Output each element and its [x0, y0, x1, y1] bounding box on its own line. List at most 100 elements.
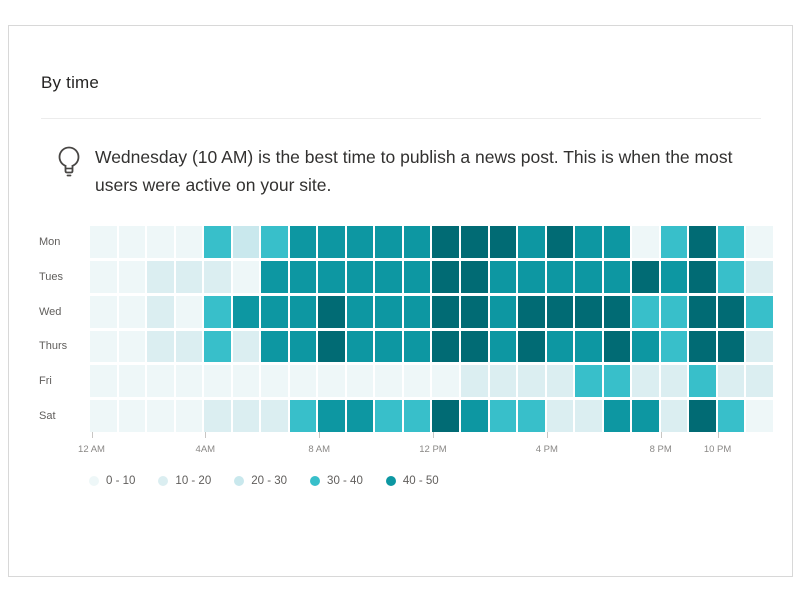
heatmap-grid	[90, 226, 773, 432]
heatmap-cell	[147, 226, 174, 258]
heatmap-cell	[518, 295, 545, 328]
heatmap-cell	[546, 400, 574, 432]
heatmap-cell	[689, 400, 716, 432]
heatmap-cell	[603, 365, 631, 398]
heatmap-cell	[232, 226, 260, 258]
heatmap-cell	[575, 330, 602, 363]
heatmap-cell	[147, 400, 174, 432]
heatmap-cell	[461, 365, 488, 398]
heatmap-cell	[575, 226, 602, 258]
heatmap-cell	[546, 260, 574, 293]
heatmap-cell	[232, 295, 260, 328]
heatmap-cell	[689, 226, 716, 258]
heatmap-cell	[289, 330, 317, 363]
heatmap-cell	[175, 330, 203, 363]
heatmap-cell	[575, 295, 602, 328]
heatmap-cell	[717, 260, 745, 293]
heatmap-cell	[375, 400, 402, 432]
heatmap-cell	[489, 330, 517, 363]
heatmap-cell	[204, 400, 231, 432]
heatmap-cell	[746, 260, 773, 293]
heatmap-cell	[575, 365, 602, 398]
heatmap-cell	[603, 295, 631, 328]
heatmap-cell	[118, 295, 146, 328]
heatmap-cell	[461, 295, 488, 328]
heatmap-cell	[346, 226, 374, 258]
heatmap-cell	[461, 330, 488, 363]
heatmap-cell	[90, 226, 117, 258]
heatmap-cell	[118, 400, 146, 432]
heatmap-cell	[518, 330, 545, 363]
heatmap-cell	[689, 365, 716, 398]
heatmap-cell	[261, 295, 288, 328]
heatmap-cell	[232, 260, 260, 293]
heatmap-cell	[375, 330, 402, 363]
heatmap-cell	[603, 400, 631, 432]
axis-tick	[433, 432, 434, 438]
heatmap-cell	[147, 330, 174, 363]
heatmap-cell	[746, 400, 773, 432]
heatmap-cell	[403, 365, 431, 398]
row-label: Mon	[39, 235, 61, 248]
heatmap-cell	[632, 330, 659, 363]
heatmap-cell	[261, 330, 288, 363]
heatmap-cell	[746, 295, 773, 328]
heatmap-cell	[204, 295, 231, 328]
heatmap-cell	[175, 226, 203, 258]
legend-dot	[158, 476, 169, 486]
insight-banner: Wednesday (10 AM) is the best time to pu…	[56, 143, 763, 199]
heatmap-cell	[717, 400, 745, 432]
divider	[41, 118, 761, 119]
axis-tick	[91, 432, 93, 438]
heatmap-cell	[461, 260, 488, 293]
legend-dot	[385, 476, 396, 486]
legend-label: 20 - 30	[251, 475, 288, 487]
axis-tick-label: 4 PM	[535, 444, 558, 455]
heatmap-legend: 0 - 10 10 - 20 20 - 30 30 - 40 40 - 50	[89, 475, 462, 487]
heatmap-cell	[346, 400, 374, 432]
heatmap-cell	[289, 226, 317, 258]
heatmap-cell	[289, 400, 317, 432]
heatmap-cell	[90, 400, 117, 432]
heatmap-cell	[660, 365, 688, 398]
heatmap-cell	[518, 260, 545, 293]
legend-item: 0 - 10	[89, 475, 135, 487]
heatmap-cell	[147, 295, 174, 328]
axis-tick	[717, 432, 719, 438]
heatmap-cell	[461, 400, 488, 432]
heatmap-cell	[632, 226, 659, 258]
heatmap-cell	[746, 226, 773, 258]
heatmap-cell	[603, 226, 631, 258]
heatmap-cell	[318, 295, 345, 328]
heatmap-cell	[375, 226, 402, 258]
heatmap-cell	[518, 226, 545, 258]
heatmap-cell	[489, 260, 517, 293]
axis-tick-label: 12 AM	[78, 444, 105, 455]
legend-item: 40 - 50	[385, 475, 439, 487]
heatmap-cell	[175, 295, 203, 328]
heatmap-cell	[575, 400, 602, 432]
heatmap-cell	[346, 330, 374, 363]
heatmap-cell	[118, 365, 146, 398]
heatmap-cell	[432, 330, 460, 363]
row-label: Fri	[39, 375, 52, 388]
legend-item: 30 - 40	[310, 475, 363, 487]
heatmap-cell	[518, 365, 545, 398]
heatmap-cell	[375, 295, 402, 328]
heatmap-cell	[375, 365, 402, 398]
axis-tick	[205, 432, 207, 438]
axis-tick	[660, 432, 662, 438]
heatmap-cell	[403, 400, 431, 432]
heatmap-cell	[660, 260, 688, 293]
heatmap-cell	[717, 365, 745, 398]
heatmap-cell	[90, 330, 117, 363]
row-label: Tues	[39, 270, 64, 283]
row-label: Thurs	[39, 340, 68, 353]
heatmap-cell	[346, 295, 374, 328]
heatmap-cell	[689, 295, 716, 328]
insight-text: Wednesday (10 AM) is the best time to pu…	[95, 147, 733, 195]
heatmap-cell	[118, 260, 146, 293]
axis-tick-label: 8 AM	[308, 444, 330, 455]
heatmap-cell	[289, 295, 317, 328]
heatmap-cell	[147, 260, 174, 293]
